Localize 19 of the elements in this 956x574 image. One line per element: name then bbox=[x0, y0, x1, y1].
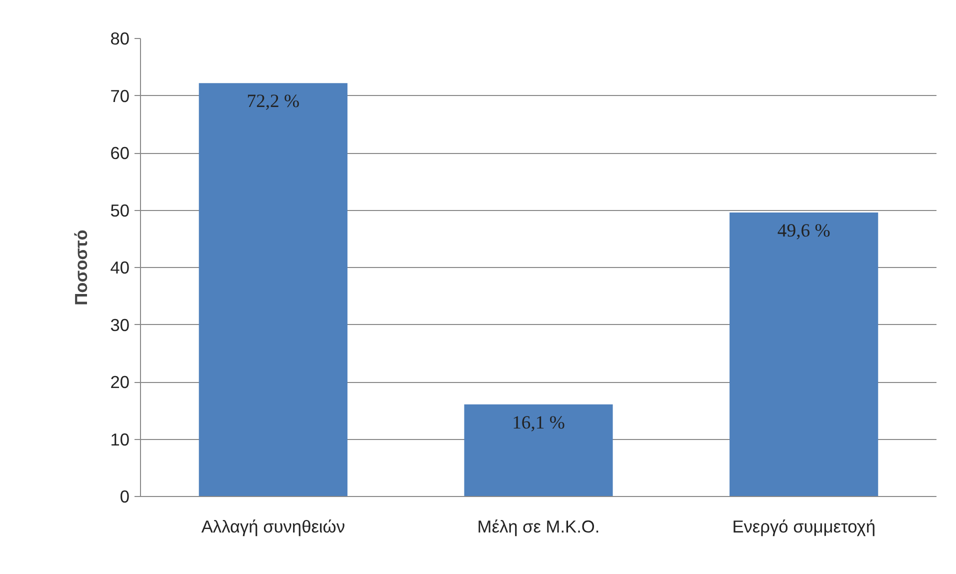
data-label: 49,6 % bbox=[777, 220, 830, 242]
x-tick-label: Αλλαγή συνηθειών bbox=[201, 516, 345, 536]
x-tick-label: Ενεργό συμμετοχή bbox=[732, 516, 876, 536]
y-tick-label: 70 bbox=[110, 86, 130, 106]
y-tick-label: 80 bbox=[110, 28, 130, 48]
y-tick-label: 10 bbox=[110, 429, 130, 450]
data-label: 16,1 % bbox=[512, 412, 565, 434]
y-tick-label: 20 bbox=[110, 372, 130, 392]
y-tick-label: 40 bbox=[110, 258, 130, 278]
bar bbox=[730, 212, 878, 496]
x-tick-label: Μέλη σε Μ.Κ.Ο. bbox=[477, 516, 600, 536]
y-tick-label: 30 bbox=[110, 314, 130, 335]
y-axis-title: Ποσοστό bbox=[71, 230, 92, 306]
bar bbox=[464, 404, 613, 496]
y-tick-label: 50 bbox=[110, 200, 130, 220]
y-tick-label: 60 bbox=[110, 143, 130, 163]
y-tick-label: 0 bbox=[120, 486, 130, 506]
bar bbox=[198, 83, 348, 496]
data-label: 72,2 % bbox=[246, 91, 300, 112]
